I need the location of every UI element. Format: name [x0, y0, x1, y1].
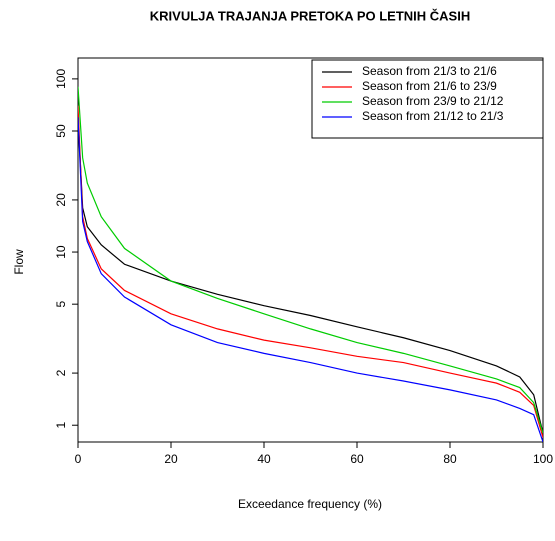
- x-tick-label: 40: [257, 452, 271, 466]
- x-tick-label: 60: [350, 452, 364, 466]
- x-tick-label: 20: [164, 452, 178, 466]
- y-tick-label: 1: [54, 422, 68, 429]
- plot-frame: [77, 57, 544, 443]
- series-line: [78, 117, 543, 434]
- series-line: [78, 86, 543, 434]
- legend-label: Season from 21/12 to 21/3: [362, 109, 504, 123]
- x-tick-label: 0: [75, 452, 82, 466]
- legend-label: Season from 21/3 to 21/6: [362, 64, 497, 78]
- y-tick-label: 20: [54, 193, 68, 207]
- legend-box: [311, 59, 544, 139]
- y-tick-label: 100: [54, 69, 68, 89]
- x-tick-label: 100: [533, 452, 553, 466]
- x-axis-label: Exceedance frequency (%): [238, 497, 382, 511]
- y-tick-label: 2: [54, 369, 68, 376]
- series-line: [78, 117, 543, 442]
- y-tick-label: 5: [54, 301, 68, 308]
- y-axis-label: Flow: [12, 249, 26, 275]
- legend-label: Season from 23/9 to 21/12: [362, 94, 504, 108]
- x-tick-label: 80: [443, 452, 457, 466]
- legend-label: Season from 21/6 to 23/9: [362, 79, 497, 93]
- y-tick-label: 50: [54, 124, 68, 138]
- series-line: [78, 105, 543, 438]
- chart-title: KRIVULJA TRAJANJA PRETOKA PO LETNIH ČASI…: [150, 8, 470, 23]
- y-tick-label: 10: [54, 245, 68, 259]
